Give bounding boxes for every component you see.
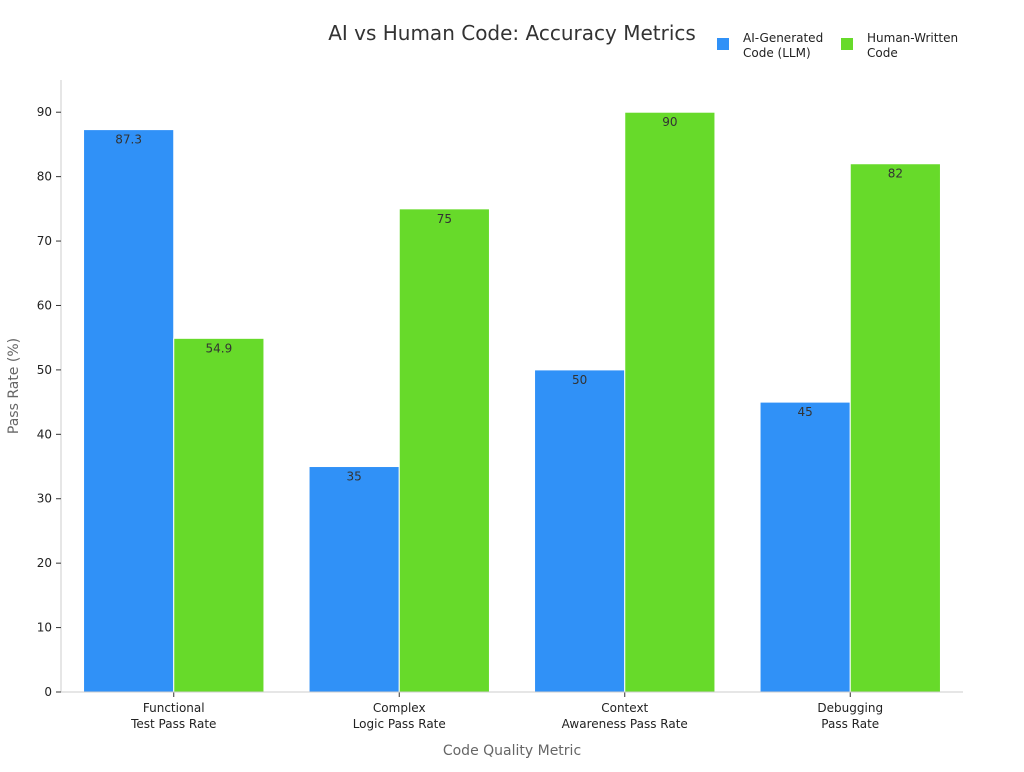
bar-series1-cat3 <box>534 369 626 693</box>
bar-series2-cat1 <box>173 337 265 693</box>
legend: AI-Generated Code (LLM) Human-Written Code <box>717 31 958 60</box>
y-tick-label: 50 <box>37 363 52 377</box>
data-label: 90 <box>662 115 677 129</box>
data-label: 45 <box>798 405 813 419</box>
x-tick-label: Complex Logic Pass Rate <box>353 701 446 731</box>
chart-title: AI vs Human Code: Accuracy Metrics <box>328 21 696 45</box>
axes-layer: Functional Test Pass Rate Complex Logic Pas… <box>37 80 963 731</box>
bar-series2-cat4 <box>849 163 941 693</box>
data-label: 35 <box>347 470 362 484</box>
labels-layer: 87.3 54.9 35 75 50 90 45 82 <box>115 115 903 483</box>
y-tick-label: 70 <box>37 234 52 248</box>
data-label: 82 <box>888 167 903 181</box>
bar-series1-cat4 <box>759 401 851 693</box>
bar-series1-cat1 <box>83 129 175 693</box>
bar-series2-cat2 <box>398 208 490 693</box>
legend-swatch <box>841 38 853 50</box>
bar-series2-cat3 <box>624 111 716 693</box>
y-tick-label: 20 <box>37 556 52 570</box>
bars-layer <box>83 111 941 693</box>
y-tick-label: 90 <box>37 105 52 119</box>
bar-series1-cat2 <box>308 466 400 693</box>
legend-label: Human-Written Code <box>867 31 958 60</box>
data-label: 75 <box>437 212 452 226</box>
data-label: 50 <box>572 373 587 387</box>
legend-swatch <box>717 38 729 50</box>
x-tick-label: Debugging Pass Rate <box>817 701 883 731</box>
x-tick-label: Functional Test Pass Rate <box>130 701 216 731</box>
data-label: 87.3 <box>115 133 142 147</box>
y-axis-title: Pass Rate (%) <box>6 338 22 434</box>
y-tick-label: 0 <box>44 685 52 699</box>
y-tick-label: 60 <box>37 298 52 312</box>
x-axis-title: Code Quality Metric <box>443 743 581 759</box>
y-tick-label: 30 <box>37 492 52 506</box>
x-tick-label: Context Awareness Pass Rate <box>562 701 688 731</box>
y-tick-label: 80 <box>37 170 52 184</box>
legend-label: AI-Generated Code (LLM) <box>743 31 823 60</box>
y-tick-label: 40 <box>37 427 52 441</box>
y-tick-label: 10 <box>37 621 52 635</box>
data-label: 54.9 <box>205 341 232 355</box>
